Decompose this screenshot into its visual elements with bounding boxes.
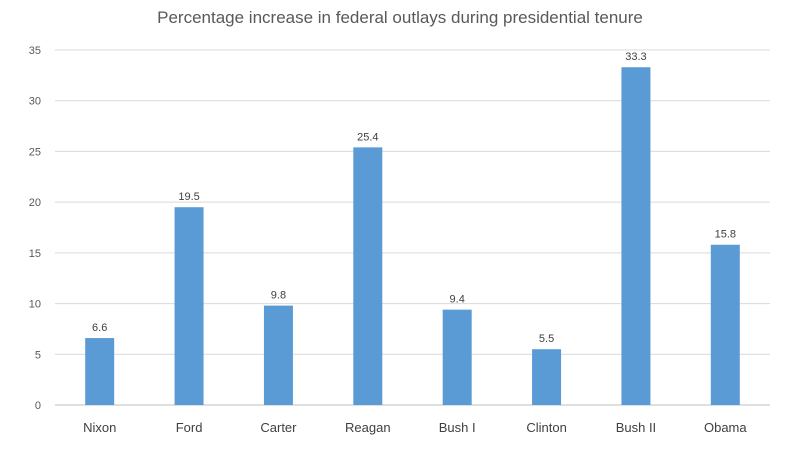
bar (174, 207, 204, 405)
data-label: 15.8 (715, 229, 736, 241)
y-tick-label: 5 (35, 349, 41, 361)
bar (263, 305, 293, 405)
x-tick-label: Nixon (83, 420, 116, 435)
y-tick-label: 20 (29, 197, 41, 209)
x-tick-label: Clinton (526, 420, 566, 435)
x-tick-label: Bush I (439, 420, 476, 435)
bar (710, 244, 740, 405)
x-tick-label: Ford (176, 420, 203, 435)
data-label: 6.6 (92, 322, 107, 334)
chart-title: Percentage increase in federal outlays d… (157, 8, 643, 27)
y-tick-label: 35 (29, 45, 41, 57)
y-tick-label: 25 (29, 146, 41, 158)
bar (353, 147, 383, 405)
x-tick-label: Carter (260, 420, 297, 435)
bar (621, 67, 651, 405)
bar (532, 349, 562, 405)
data-label: 19.5 (178, 191, 199, 203)
y-tick-label: 0 (35, 400, 41, 412)
data-label: 33.3 (625, 51, 646, 63)
data-label: 25.4 (357, 131, 378, 143)
y-tick-label: 10 (29, 299, 41, 311)
bar (442, 309, 472, 405)
x-tick-label: Bush II (616, 420, 656, 435)
y-tick-label: 30 (29, 96, 41, 108)
data-label: 9.4 (450, 294, 465, 306)
data-label: 5.5 (539, 333, 554, 345)
x-tick-label: Obama (704, 420, 747, 435)
bar (85, 338, 115, 405)
data-label: 9.8 (271, 290, 286, 302)
y-tick-label: 15 (29, 248, 41, 260)
x-tick-label: Reagan (345, 420, 391, 435)
